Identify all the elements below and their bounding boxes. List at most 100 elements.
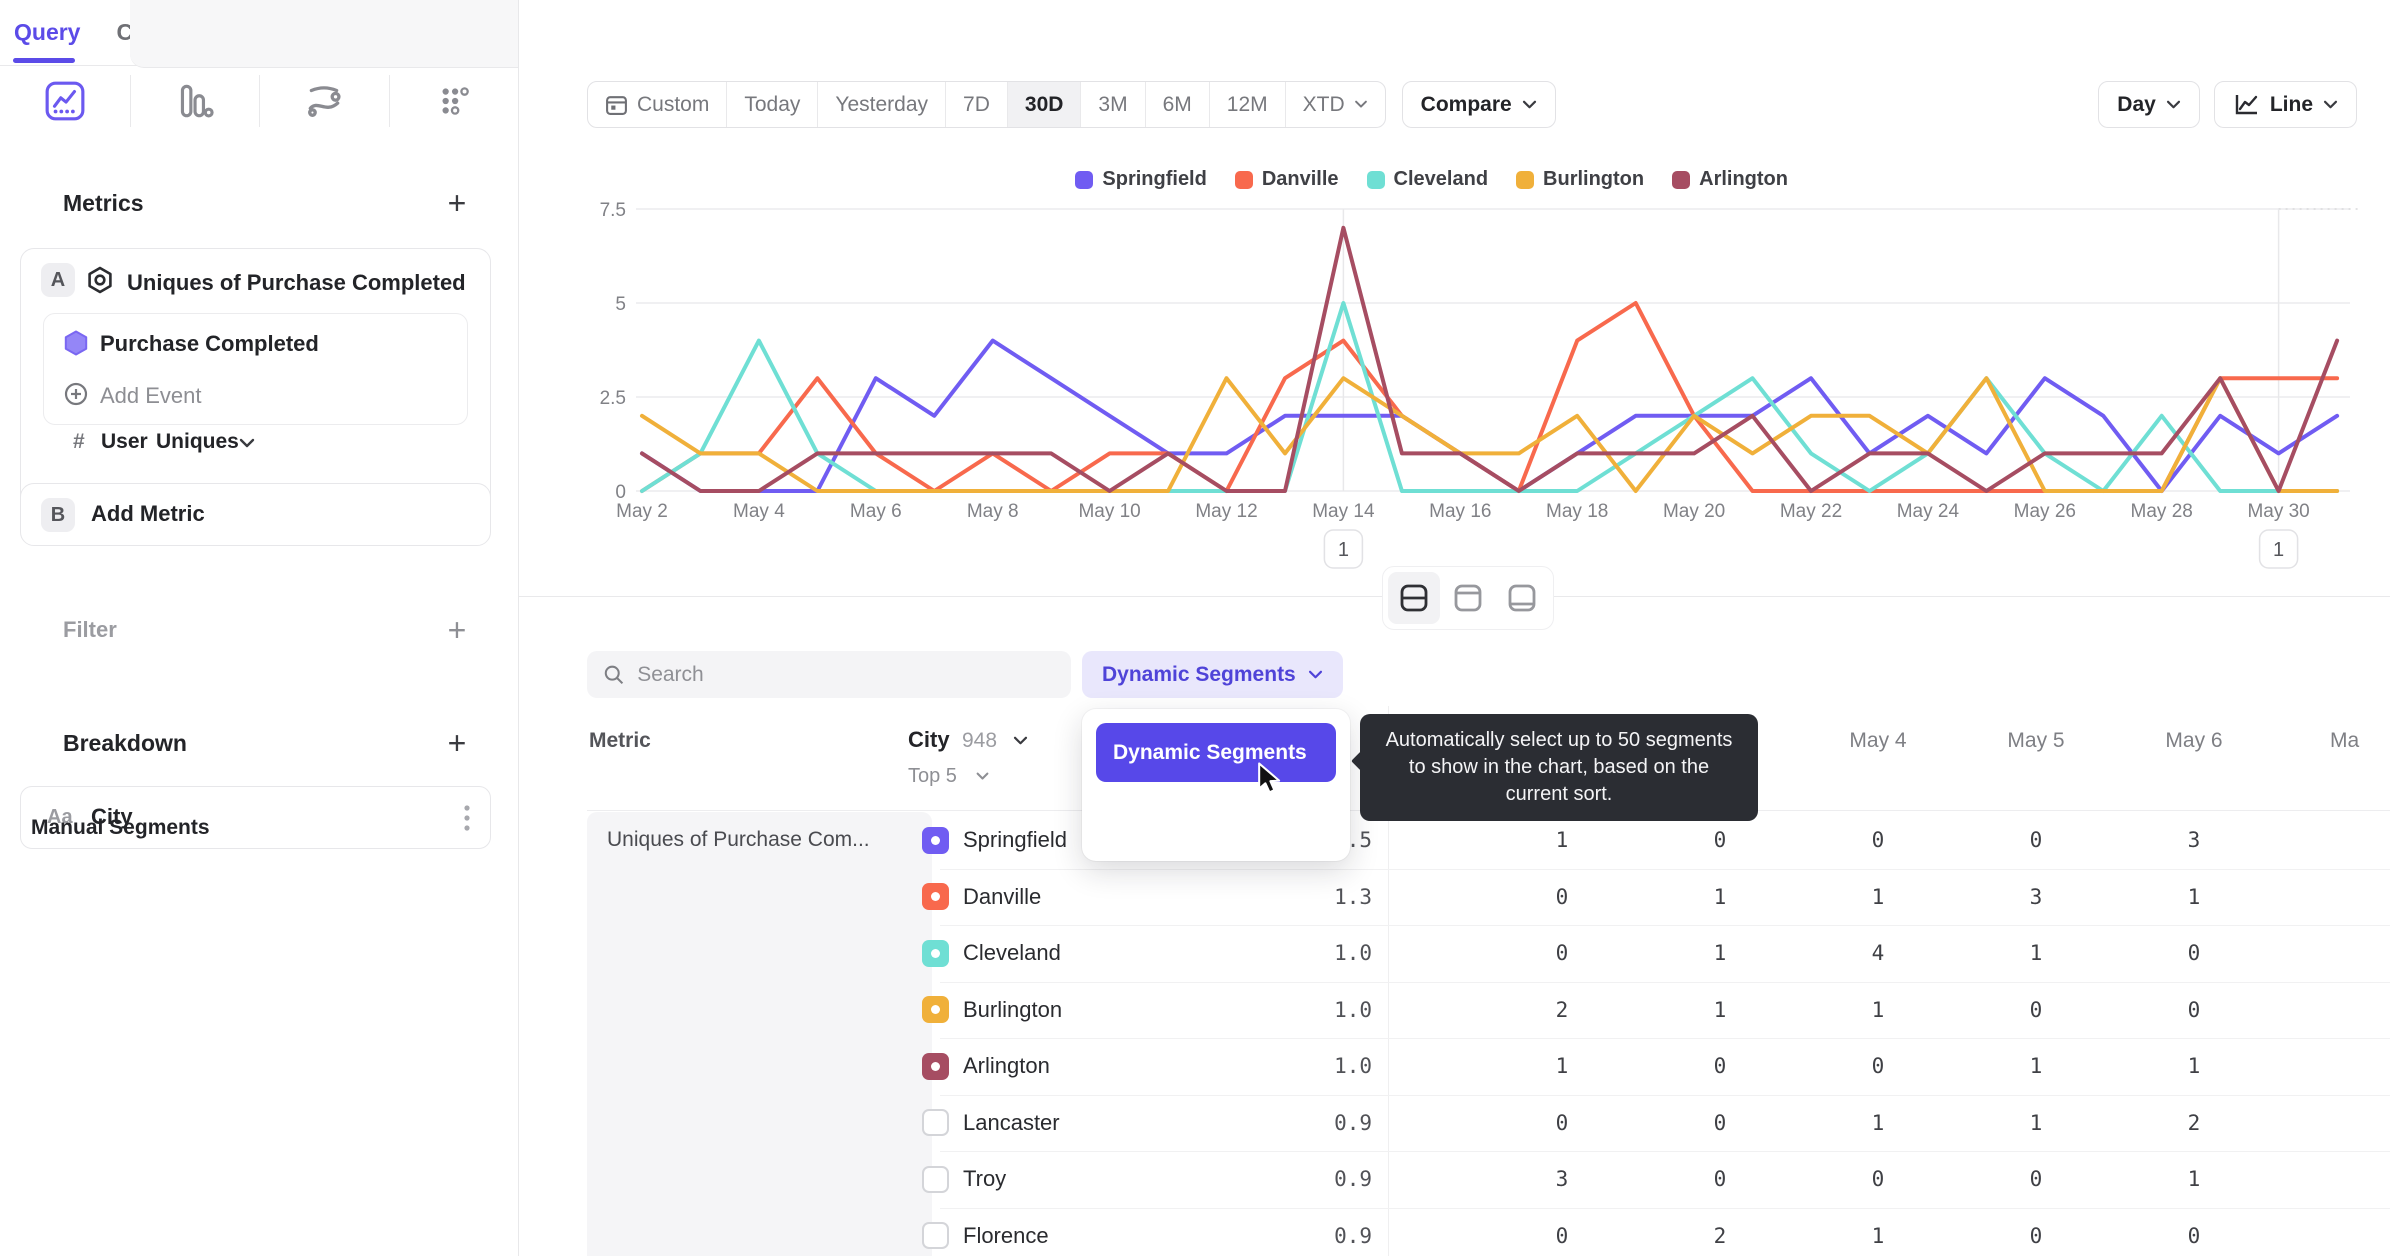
metric-row-cell: Uniques of Purchase Com... (587, 812, 932, 1256)
cell-arlington-may-5: 1 (2029, 1054, 2043, 1079)
range-today[interactable]: Today (727, 82, 819, 127)
group-column-header[interactable]: City (908, 727, 950, 752)
cell-cleveland-may-2: 0 (1555, 941, 1569, 966)
menu-item-dynamic-segments[interactable]: Dynamic Segments (1096, 723, 1336, 782)
add-breakdown-button[interactable]: + (447, 724, 467, 761)
legend-label: Burlington (1543, 168, 1645, 190)
event-card[interactable]: Purchase Completed Add Event (43, 313, 468, 425)
line-chart[interactable]: 0 2.5 5 7.5 May 2 May 4 May 6 May 8 May 10 May 12… (560, 195, 2390, 575)
layout-table-toggle[interactable] (1496, 572, 1548, 624)
range-3m[interactable]: 3M (1081, 82, 1146, 127)
range-yesterday[interactable]: Yesterday (818, 82, 947, 127)
tab-query[interactable]: Query (14, 19, 81, 45)
row-separator (940, 1094, 2390, 1096)
kebab-menu-icon[interactable] (464, 804, 470, 832)
legend-item-cleveland[interactable]: Cleveland (1366, 168, 1489, 191)
range-12m[interactable]: 12M (1210, 82, 1286, 127)
svg-text:May 14: May 14 (1312, 501, 1375, 522)
layout-chart-toggle[interactable] (1442, 572, 1494, 624)
legend-item-springfield[interactable]: Springfield (1075, 168, 1207, 191)
table-view-icon (1508, 584, 1536, 612)
annotation-badge[interactable] (1323, 529, 1364, 569)
layout-split-toggle[interactable] (1388, 572, 1440, 624)
series-line-arlington[interactable] (640, 225, 2340, 493)
cell-florence-may-4: 1 (1871, 1223, 1885, 1248)
range-custom[interactable]: Custom (588, 82, 728, 127)
chevron-down-icon (1354, 100, 1367, 108)
active-tab-underline (13, 58, 75, 63)
segment-name-troy: Troy (963, 1166, 1007, 1192)
chevron-down-icon[interactable] (1013, 736, 1028, 746)
segment-checkbox-burlington[interactable] (922, 996, 949, 1024)
split-view-icon (1400, 584, 1428, 612)
menu-item-manual-segments[interactable]: Manual Segments (31, 816, 210, 839)
chevron-down-icon[interactable] (976, 772, 989, 781)
segment-checkbox-arlington[interactable] (922, 1052, 949, 1080)
day-header-may-5[interactable]: May 5 (2007, 729, 2065, 752)
metric-card-b[interactable]: B Add Metric (20, 483, 491, 546)
compare-button[interactable]: Compare (1401, 81, 1556, 128)
range-6m[interactable]: 6M (1146, 82, 1210, 127)
top-n-selector[interactable]: Top 5 (908, 765, 957, 787)
legend-item-burlington[interactable]: Burlington (1516, 168, 1644, 191)
chart-type-grid-tab[interactable] (388, 67, 519, 135)
search-input[interactable] (637, 662, 1055, 687)
group-count: 948 (962, 729, 998, 752)
cell-springfield-may-4: 0 (1871, 828, 1885, 853)
day-header-may-4[interactable]: May 4 (1849, 729, 1907, 752)
metric-b-badge: B (41, 498, 75, 532)
row-separator (940, 1207, 2390, 1209)
cell-danville-may-6: 1 (2187, 884, 2201, 909)
chart-style-button[interactable]: Line (2213, 81, 2357, 128)
measure-hash-icon: # (73, 430, 85, 453)
range-7d[interactable]: 7D (946, 82, 1008, 127)
event-hexagon-icon (64, 330, 88, 356)
segment-checkbox-springfield[interactable] (922, 826, 949, 854)
cell-burlington-may-4: 1 (1871, 997, 1885, 1022)
annotation-badge[interactable] (2258, 529, 2299, 569)
chevron-down-icon (2323, 100, 2338, 108)
metric-column-header: Metric (589, 729, 651, 752)
day-header-may-6[interactable]: May 6 (2165, 729, 2223, 752)
legend-label: Cleveland (1393, 168, 1489, 190)
svg-text:May 20: May 20 (1663, 501, 1725, 522)
breakdown-city-card[interactable]: Aa City (20, 786, 491, 849)
chart-type-bar-tab[interactable] (129, 67, 260, 135)
range-30d[interactable]: 30D (1007, 82, 1082, 127)
avg-value: 0.9 (1334, 1223, 1372, 1248)
cell-springfield-may-2: 1 (1555, 828, 1569, 853)
add-event-label[interactable]: Add Event (100, 383, 202, 408)
legend-label: Springfield (1102, 168, 1207, 190)
svg-text:May 22: May 22 (1780, 501, 1842, 522)
row-separator (940, 981, 2390, 983)
svg-text:May 2: May 2 (616, 501, 668, 522)
segment-checkbox-troy[interactable] (922, 1165, 949, 1193)
cell-lancaster-may-6: 2 (2187, 1110, 2201, 1135)
legend-item-danville[interactable]: Danville (1234, 168, 1339, 191)
line-chart-icon (45, 81, 85, 121)
layout-toggle-group (1382, 566, 1554, 630)
add-metric-plus-button[interactable]: + (447, 184, 467, 221)
cell-danville-may-4: 1 (1871, 884, 1885, 909)
svg-text:0: 0 (615, 482, 626, 503)
measure-uniques-dropdown[interactable]: Uniques (156, 430, 239, 453)
chart-type-line-tab[interactable] (0, 67, 130, 135)
segments-dropdown-menu: Dynamic Segments (1082, 709, 1350, 861)
segment-name-burlington: Burlington (963, 996, 1063, 1022)
chart-type-flow-tab[interactable] (259, 67, 389, 135)
segment-checkbox-florence[interactable] (922, 1222, 949, 1250)
row-separator (940, 925, 2390, 926)
bar-chart-icon (181, 84, 214, 118)
avg-value: 1.0 (1334, 1054, 1372, 1079)
segments-mode-button[interactable]: Dynamic Segments (1082, 651, 1343, 698)
granularity-button[interactable]: Day (2098, 81, 2200, 128)
add-metric-label: Add Metric (91, 501, 205, 526)
segment-checkbox-lancaster[interactable] (922, 1109, 949, 1137)
segment-checkbox-cleveland[interactable] (922, 939, 949, 967)
range-xtd[interactable]: XTD (1286, 82, 1385, 127)
legend-item-arlington[interactable]: Arlington (1672, 168, 1788, 191)
series-line-burlington[interactable] (640, 376, 2340, 493)
segment-checkbox-danville[interactable] (922, 883, 949, 911)
add-filter-button[interactable]: + (447, 611, 467, 648)
segment-name-cleveland: Cleveland (963, 940, 1061, 966)
